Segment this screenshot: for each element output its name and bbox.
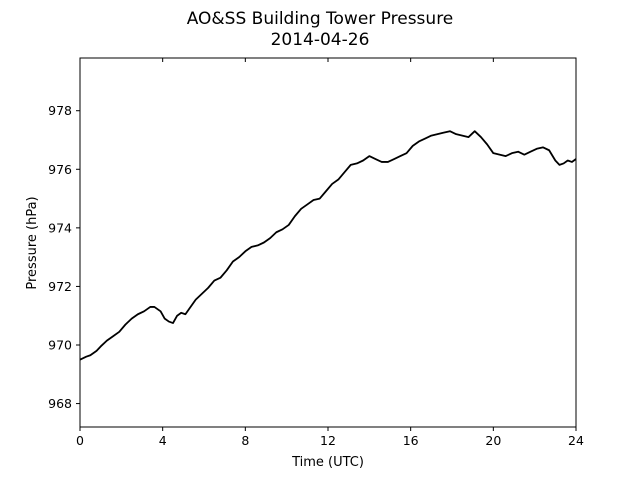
y-tick-label: 974: [48, 220, 72, 235]
y-tick-label: 970: [48, 338, 72, 353]
x-tick-label: 8: [241, 433, 249, 448]
y-tick-label: 976: [48, 162, 72, 177]
x-tick-label: 12: [320, 433, 336, 448]
x-tick-label: 0: [76, 433, 84, 448]
x-axis-label: Time (UTC): [291, 455, 364, 470]
x-tick-label: 16: [403, 433, 419, 448]
x-axis: 0 4 8 12 16 20 24: [76, 58, 584, 448]
plot-area: [80, 58, 576, 427]
plot-frame: [79, 57, 577, 428]
pressure-series-line: [79, 130, 577, 361]
y-tick-label: 968: [48, 396, 72, 411]
chart-subtitle: 2014-04-26: [271, 30, 370, 50]
y-axis-label: Pressure (hPa): [25, 196, 40, 289]
x-tick-label: 20: [485, 433, 501, 448]
y-tick-label: 978: [48, 103, 72, 118]
chart-title: AO&SS Building Tower Pressure: [187, 9, 454, 29]
x-tick-label: 4: [159, 433, 167, 448]
y-tick-label: 972: [48, 279, 72, 294]
y-axis: 968 970 972 974 976 978: [48, 103, 80, 411]
x-tick-label: 24: [568, 433, 584, 448]
